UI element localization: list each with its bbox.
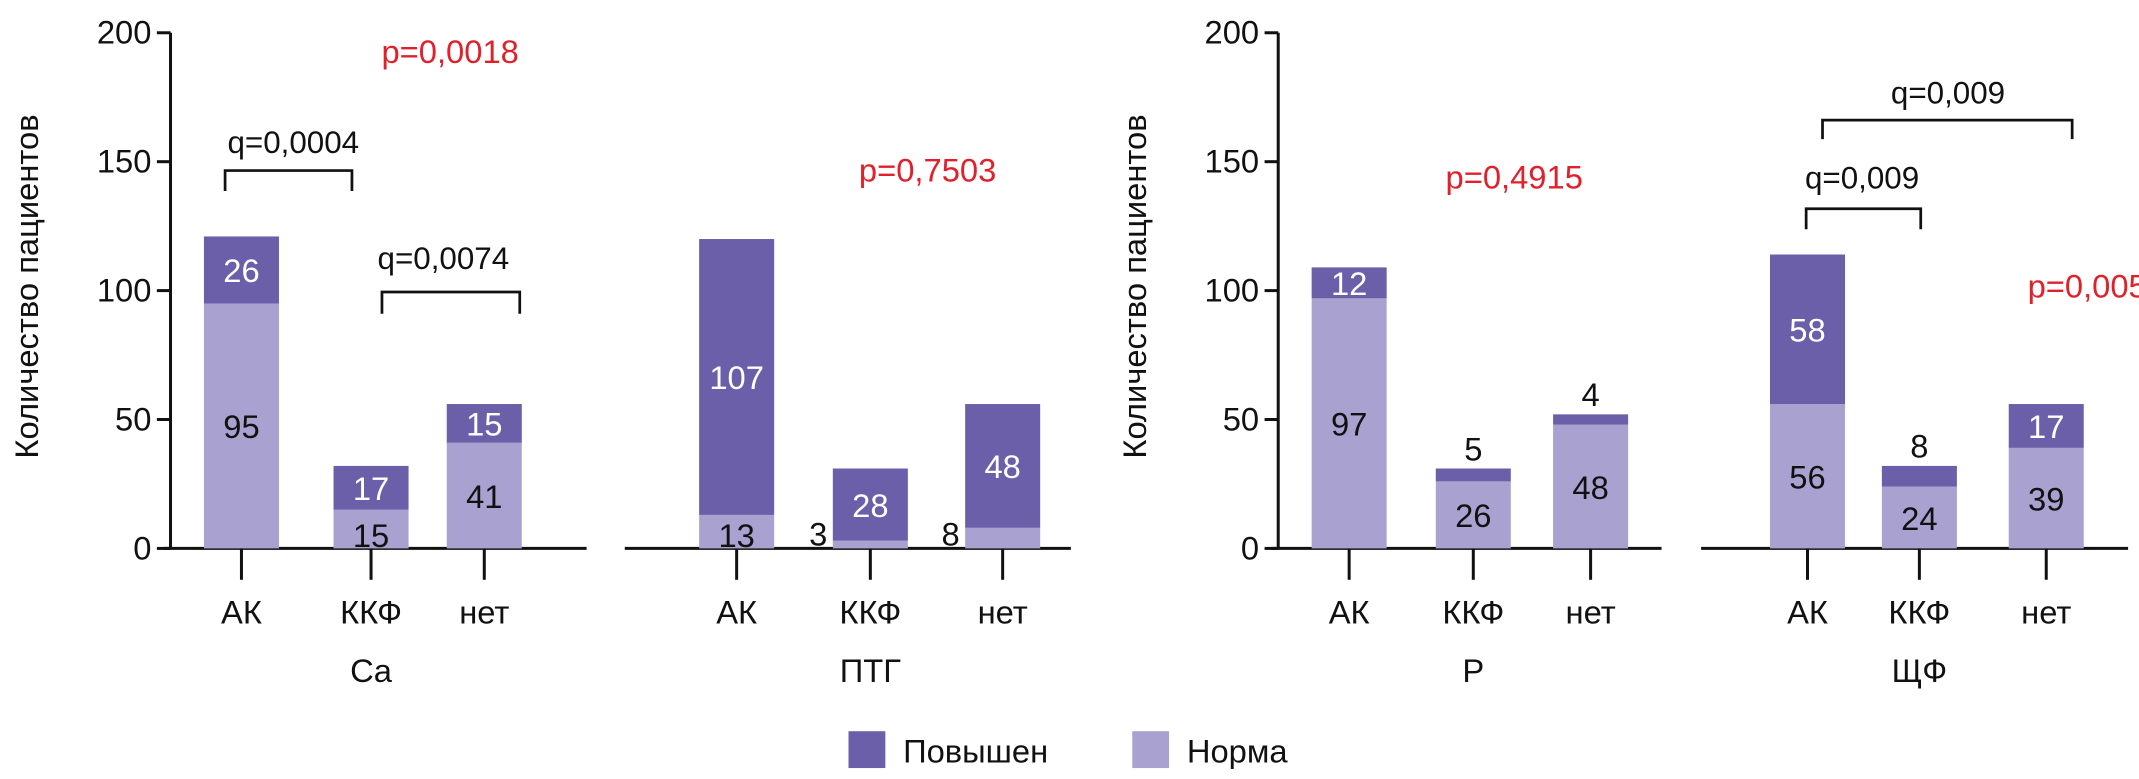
bar-segment-povyshen (446, 404, 522, 443)
data-label: 26 (223, 252, 259, 289)
y-tick-label: 150 (1205, 143, 1260, 180)
data-label: 15 (466, 406, 502, 443)
significance-bracket (1821, 118, 2074, 140)
data-label: 8 (1910, 428, 1928, 465)
significance-bracket (1804, 207, 1923, 230)
data-label: 4 (1582, 376, 1600, 413)
x-tick-label: АК (1329, 593, 1370, 630)
data-label: 17 (2028, 408, 2064, 445)
x-tick-label: АК (1787, 593, 1828, 630)
bar-segment-povyshen (333, 465, 409, 510)
y-axis-label: Количество пациентов (8, 114, 45, 458)
p-value-annotation: p=0,005 (2028, 267, 2139, 304)
y-tick-label: 0 (1241, 529, 1259, 566)
bar-segment-povyshen (1881, 465, 1957, 487)
panel-title: Ca (350, 652, 393, 689)
data-label: 15 (353, 517, 389, 554)
bar-segment-norma (1553, 424, 1629, 549)
y-tick-label: 150 (97, 143, 152, 180)
x-tick-label: нет (2021, 593, 2071, 630)
p-value-annotation: p=0,0018 (381, 33, 518, 70)
panel-title: P (1462, 652, 1484, 689)
bar-segment-norma (203, 303, 279, 549)
legend-label-povyshen: Повышен (903, 733, 1048, 770)
data-label: 107 (709, 359, 764, 396)
data-label: 41 (466, 478, 502, 515)
bar-segment-povyshen (832, 468, 908, 541)
q-value-annotation: q=0,0074 (378, 241, 510, 276)
bar-segment-povyshen (1769, 254, 1846, 405)
data-label: 56 (1789, 459, 1825, 496)
y-tick-label: 200 (97, 14, 152, 51)
bar-segment-norma (1769, 404, 1846, 549)
y-tick-label: 200 (1205, 14, 1260, 51)
legend-swatch-norma (1132, 731, 1170, 769)
x-tick-label: нет (459, 593, 509, 630)
x-tick-label: нет (1566, 593, 1616, 630)
q-value-annotation: q=0,0004 (227, 125, 359, 160)
x-tick-label: АК (221, 593, 262, 630)
data-label: 39 (2028, 480, 2064, 517)
y-axis-label: Количество пациентов (1116, 114, 1153, 458)
y-tick-label: 100 (97, 272, 152, 309)
legend-swatch-povyshen (848, 731, 886, 769)
data-label: 3 (809, 516, 827, 553)
data-label: 97 (1331, 406, 1367, 443)
y-tick-label: 0 (133, 529, 151, 566)
data-label: 12 (1331, 265, 1367, 302)
bar-segment-norma (699, 514, 775, 549)
bar-segment-povyshen (203, 236, 279, 304)
q-value-annotation: q=0,009 (1805, 160, 1919, 195)
x-tick-label: ККФ (839, 593, 901, 630)
data-label: 28 (852, 487, 888, 524)
y-tick-label: 100 (1205, 272, 1260, 309)
x-tick-label: ККФ (340, 593, 402, 630)
data-label: 5 (1464, 430, 1482, 467)
data-label: 8 (941, 516, 959, 553)
data-label: 48 (984, 448, 1020, 485)
bar-segment-norma (1881, 486, 1957, 549)
x-tick-label: нет (978, 593, 1028, 630)
data-label: 24 (1901, 500, 1937, 537)
bar-segment-norma (1311, 298, 1387, 549)
legend-label-norma: Норма (1187, 733, 1289, 770)
bar-segment-povyshen (2008, 404, 2084, 448)
data-label: 58 (1789, 312, 1825, 349)
bar-segment-povyshen (965, 404, 1041, 528)
significance-bracket (223, 169, 354, 192)
significance-bracket (380, 290, 522, 314)
x-tick-label: ККФ (1442, 593, 1504, 630)
q-value-annotation: q=0,009 (1891, 76, 2005, 111)
data-label: 13 (718, 517, 754, 554)
data-label: 26 (1455, 497, 1491, 534)
bar-segment-norma (333, 509, 409, 549)
x-tick-label: ККФ (1888, 593, 1950, 630)
y-tick-label: 50 (115, 400, 151, 437)
bar-segment-norma (832, 540, 908, 549)
bar-segment-norma (446, 442, 522, 549)
bar-segment-povyshen (1435, 468, 1511, 482)
panel-title: ПТГ (840, 652, 902, 689)
bar-segment-povyshen (1311, 267, 1387, 299)
y-tick-label: 50 (1223, 400, 1259, 437)
bar-segment-povyshen (699, 239, 775, 515)
panel-title: ЩФ (1892, 652, 1948, 689)
data-label: 17 (353, 470, 389, 507)
bar-segment-norma (1435, 481, 1511, 549)
data-label: 95 (223, 408, 259, 445)
data-label: 48 (1572, 469, 1608, 506)
bar-segment-povyshen (1553, 414, 1629, 425)
x-tick-label: АК (716, 593, 757, 630)
p-value-annotation: p=0,7503 (859, 151, 996, 188)
bar-segment-norma (965, 527, 1041, 549)
bar-segment-norma (2008, 447, 2084, 549)
p-value-annotation: p=0,4915 (1446, 158, 1583, 195)
